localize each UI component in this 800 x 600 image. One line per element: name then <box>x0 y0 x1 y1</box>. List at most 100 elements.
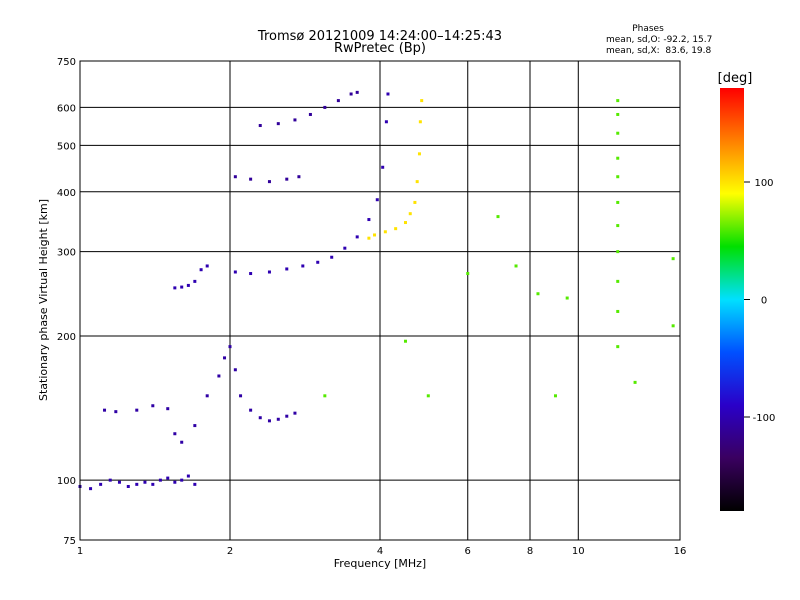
y-tick-label: 400 <box>57 188 76 199</box>
echo-point <box>466 272 470 276</box>
echo-point <box>135 482 139 486</box>
echo-point <box>415 180 419 184</box>
phase-stats-o: mean, sd,O: -92.2, 15.7 <box>606 35 712 45</box>
echo-point <box>117 480 121 484</box>
echo-point <box>616 99 620 103</box>
echo-point <box>373 233 377 237</box>
colorbar-tick-label: 0 <box>761 296 767 307</box>
echo-point <box>403 339 407 343</box>
echo-point <box>186 474 190 478</box>
echo-point <box>114 410 118 414</box>
echo-point <box>249 177 253 181</box>
x-tick-label: 2 <box>227 546 233 557</box>
echo-point <box>285 177 289 181</box>
colorbar-label: [deg] <box>718 71 753 86</box>
phase-stats-x: mean, sd,X: 83.6, 19.8 <box>606 46 712 56</box>
echo-point <box>496 215 500 219</box>
echo-point <box>249 408 253 412</box>
echo-point <box>616 175 620 179</box>
echo-point <box>616 156 620 160</box>
chart-title: Tromsø 20121009 14:24:00–14:25:43 <box>257 29 502 44</box>
y-tick-label: 500 <box>57 141 76 152</box>
echo-point <box>316 260 320 264</box>
echo-point <box>180 478 184 482</box>
echo-point <box>426 394 430 398</box>
echo-point <box>349 92 353 96</box>
echo-point <box>258 416 262 420</box>
echo-point <box>616 112 620 116</box>
echo-point <box>205 264 209 268</box>
echo-point <box>239 394 243 398</box>
echo-point <box>394 227 398 231</box>
echo-point <box>173 286 177 290</box>
echo-point <box>616 200 620 204</box>
x-tick-label: 8 <box>527 546 533 557</box>
y-tick-label: 200 <box>57 332 76 343</box>
echo-point <box>383 230 387 234</box>
echo-point <box>143 480 147 484</box>
plot-frame <box>79 60 681 541</box>
echo-point <box>173 480 177 484</box>
echo-point <box>671 324 675 328</box>
echo-point <box>418 120 422 124</box>
x-tick-label: 4 <box>377 546 383 557</box>
echo-point <box>323 394 327 398</box>
echo-point <box>413 200 417 204</box>
echo-point <box>386 92 390 96</box>
echo-point <box>336 99 340 103</box>
echo-point <box>193 279 197 283</box>
echo-point <box>223 356 227 360</box>
colorbar <box>720 88 744 511</box>
echo-point <box>285 267 289 271</box>
echo-point <box>108 478 112 482</box>
echo-point <box>367 236 371 240</box>
echo-point <box>193 482 197 486</box>
echo-point <box>193 424 197 428</box>
echo-point <box>89 487 93 491</box>
echo-point <box>293 118 297 122</box>
x-axis-ticks: 1 2 4 6 8 10 16 <box>77 546 687 557</box>
echo-point <box>297 175 301 179</box>
echo-point <box>403 221 407 225</box>
echo-point <box>616 131 620 135</box>
echo-point <box>384 120 388 124</box>
echo-point <box>158 478 162 482</box>
echo-point <box>417 152 421 156</box>
echo-point <box>217 374 221 378</box>
echo-point <box>616 345 620 349</box>
colorbar-tick-label: -100 <box>753 413 776 424</box>
echo-point <box>99 482 103 486</box>
echo-point <box>228 345 232 349</box>
echo-point <box>308 112 312 116</box>
echo-point <box>671 257 675 261</box>
echo-point <box>323 105 327 109</box>
echo-point <box>355 235 359 239</box>
echo-point <box>166 407 170 411</box>
echo-point <box>135 408 139 412</box>
echo-point <box>173 432 177 436</box>
x-tick-label: 16 <box>674 546 687 557</box>
echo-point <box>355 90 359 94</box>
echo-point <box>367 218 371 222</box>
y-tick-label: 750 <box>57 57 76 68</box>
echo-point <box>633 380 637 384</box>
echo-point <box>249 272 253 276</box>
echo-point <box>267 419 271 423</box>
y-tick-label: 600 <box>57 103 76 114</box>
echo-point <box>199 268 203 272</box>
echo-point <box>126 484 130 488</box>
echo-point <box>166 476 170 480</box>
echo-point <box>536 292 540 296</box>
y-axis-label: Stationary phase Virtual Height [km] <box>37 199 50 401</box>
echo-point <box>205 394 209 398</box>
y-tick-label: 300 <box>57 248 76 259</box>
y-tick-label: 75 <box>63 536 76 547</box>
echo-point <box>381 165 385 169</box>
echo-point <box>285 414 289 418</box>
echo-point <box>616 250 620 254</box>
echo-point <box>375 198 379 202</box>
colorbar-tick-label: 100 <box>754 178 773 189</box>
echo-point <box>258 124 262 128</box>
echo-point <box>616 309 620 313</box>
